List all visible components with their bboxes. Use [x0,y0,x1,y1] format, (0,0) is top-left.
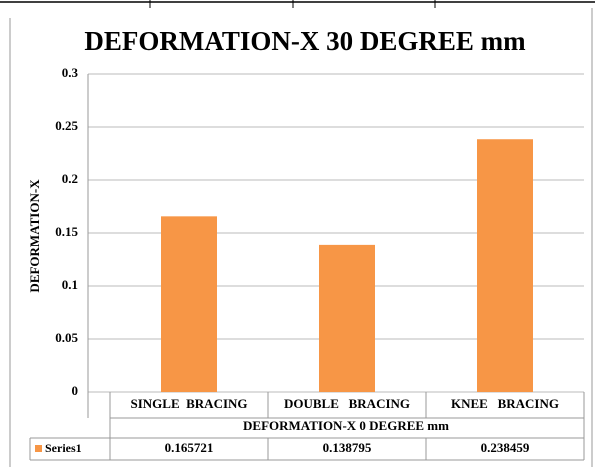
y-tick-label: 0.1 [62,277,78,292]
y-tick-label: 0.05 [55,330,78,345]
legend-label: Series1 [45,441,82,455]
y-tick-label: 0.25 [55,118,78,133]
y-tick-label: 0.3 [62,65,79,80]
y-tick-label: 0.2 [62,171,78,186]
y-tick-label: 0 [72,383,79,398]
table-value: 0.238459 [481,440,530,455]
x-tick-label: DOUBLE BRACING [284,396,410,411]
y-axis-label: DEFORMATION-X [27,179,42,293]
x-tick-label: SINGLE BRACING [130,396,247,411]
table-value: 0.165721 [165,440,214,455]
y-tick-label: 0.15 [55,224,78,239]
x-tick-label: KNEE BRACING [451,396,559,411]
bar [161,216,217,392]
bar [477,139,533,392]
bar [319,244,375,392]
x-axis-label: DEFORMATION-X 0 DEGREE mm [243,418,449,433]
table-value: 0.138795 [323,440,372,455]
legend-swatch [35,445,42,452]
chart-title: DEFORMATION-X 30 DEGREE mm [84,26,526,56]
